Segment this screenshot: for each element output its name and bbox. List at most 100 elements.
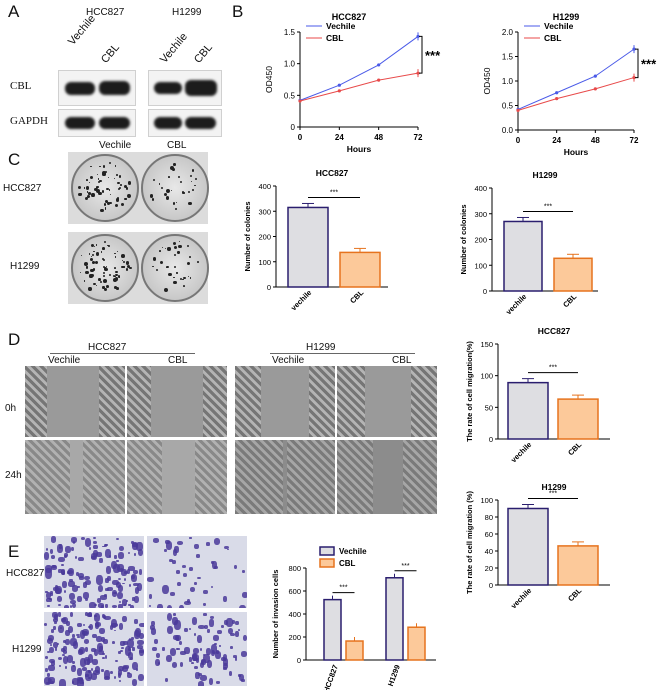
colony-speck <box>93 282 96 286</box>
invasion-cell-speck <box>82 582 87 588</box>
invasion-cell-speck <box>102 656 106 659</box>
invasion-cell-speck <box>196 554 200 558</box>
colony-speck <box>90 268 94 273</box>
invasion-cell-speck <box>211 561 217 570</box>
invasion-cell-speck <box>206 541 210 546</box>
colony-speck <box>114 252 116 255</box>
colony-speck <box>188 276 190 278</box>
colony-speck <box>101 170 106 175</box>
y-tick-label: 400 <box>288 610 301 619</box>
invasion-image-hcc827-vechile <box>44 536 144 608</box>
invasion-cell-speck <box>123 641 129 646</box>
invasion-cell-speck <box>216 650 219 654</box>
y-axis-label: Number of invasion cells <box>271 570 280 659</box>
y-tick-label: 0.5 <box>284 91 296 100</box>
significance-bracket <box>635 48 639 79</box>
invasion-cell-speck <box>170 592 176 597</box>
invasion-cell-speck <box>136 583 143 592</box>
invasion-cell-speck <box>208 678 214 685</box>
invasion-cell-speck <box>69 592 75 601</box>
colony-speck <box>115 270 118 274</box>
blot-row-cbl: CBL <box>10 80 32 92</box>
bar-vechile <box>503 220 543 292</box>
invasion-cell-speck <box>237 628 241 631</box>
invasion-cell-speck <box>103 544 107 548</box>
blot-row-gapdh: GAPDH <box>10 115 48 127</box>
wound-image-hcc827-vechile-24h <box>25 440 125 514</box>
blot-condition-cbl-h1299: CBL <box>192 41 215 66</box>
invasion-cell-speck <box>135 668 139 671</box>
invasion-cell-speck <box>65 620 70 627</box>
colony-speck <box>109 273 112 276</box>
chart-title: H1299 <box>541 482 566 492</box>
colony-speck <box>107 244 109 247</box>
colony-speck <box>104 208 107 210</box>
colony-speck <box>85 186 90 190</box>
colony-speck <box>84 270 89 275</box>
invasion-cell-speck <box>122 582 126 585</box>
invasion-cell-speck <box>50 660 55 666</box>
wound-divider-h1299 <box>270 353 415 354</box>
invasion-cell-speck <box>107 587 114 592</box>
colony-speck <box>84 262 89 266</box>
invasion-row-hcc827: HCC827 <box>6 568 45 579</box>
legend-label: CBL <box>326 33 343 43</box>
invasion-cell-speck <box>165 541 172 550</box>
invasion-cell-speck <box>220 625 224 628</box>
bar-cbl <box>557 398 599 440</box>
colony-speck <box>108 244 111 247</box>
colony-speck <box>194 178 198 181</box>
invasion-cell-speck <box>123 571 128 574</box>
colony-speck <box>117 275 120 278</box>
invasion-cell-speck <box>98 628 106 635</box>
invasion-cell-speck <box>188 627 191 631</box>
colony-speck <box>96 186 99 189</box>
invasion-cell-speck <box>72 661 75 665</box>
wound-image-h1299-vechile-24h <box>235 440 335 514</box>
wound-image-h1299-cbl-24h <box>337 440 437 514</box>
invasion-cell-speck <box>131 662 138 671</box>
invasion-cell-speck <box>188 657 192 662</box>
invasion-cell-speck <box>173 619 181 630</box>
invasion-cell-speck <box>225 617 233 627</box>
invasion-cell-speck <box>46 598 52 602</box>
invasion-cell-speck <box>55 587 61 594</box>
invasion-cell-speck <box>62 616 68 624</box>
data-point <box>337 83 341 87</box>
colony-speck <box>95 252 99 256</box>
colony-speck <box>89 176 94 180</box>
invasion-cell-speck <box>120 641 125 647</box>
y-tick-label: 800 <box>288 564 301 573</box>
colony-speck <box>102 247 105 250</box>
invasion-cell-speck <box>117 552 124 559</box>
colony-speck <box>88 191 91 195</box>
invasion-cell-speck <box>218 645 221 647</box>
invasion-cell-speck <box>234 565 238 570</box>
invasion-cell-speck <box>133 619 138 624</box>
invasion-cell-speck <box>193 632 197 636</box>
colony-speck <box>102 266 106 269</box>
invasion-cell-speck <box>235 621 239 626</box>
invasion-cell-speck <box>240 678 245 682</box>
x-tick-label: 24 <box>552 136 561 145</box>
invasion-cell-speck <box>105 588 109 591</box>
colony-speck <box>125 261 130 265</box>
invasion-cell-speck <box>95 622 100 629</box>
colony-speck <box>78 192 82 197</box>
chart-title: HCC827 <box>316 168 349 178</box>
invasion-cell-speck <box>63 645 68 651</box>
significance-marker: *** <box>549 365 557 372</box>
invasion-cell-speck <box>115 581 121 588</box>
colony-speck <box>101 257 105 261</box>
blot-cellline-h1299: H1299 <box>172 7 202 18</box>
invasion-cell-speck <box>71 678 79 685</box>
invasion-cell-speck <box>223 663 228 670</box>
invasion-cell-speck <box>203 603 206 607</box>
colony-speck <box>187 191 191 194</box>
colony-speck <box>78 186 82 190</box>
invasion-cell-speck <box>189 587 196 593</box>
colony-speck <box>102 286 105 289</box>
colony-speck <box>179 277 183 281</box>
colony-speck <box>115 197 120 202</box>
invasion-cell-speck <box>46 637 53 645</box>
